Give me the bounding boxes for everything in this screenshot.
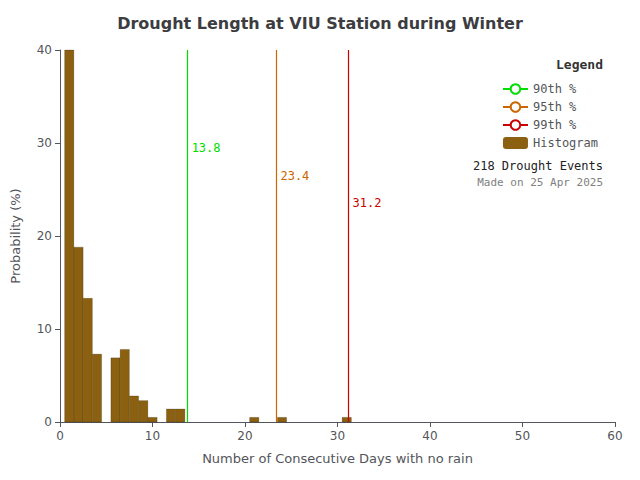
svg-text:Number of Consecutive Days wit: Number of Consecutive Days with no rain [202, 451, 473, 466]
svg-text:90th %: 90th % [533, 82, 577, 96]
svg-text:218 Drought Events: 218 Drought Events [473, 159, 603, 173]
svg-text:10: 10 [37, 322, 52, 336]
svg-text:23.4: 23.4 [280, 169, 309, 183]
svg-text:13.8: 13.8 [192, 141, 221, 155]
svg-text:95th %: 95th % [533, 100, 577, 114]
svg-text:31.2: 31.2 [353, 196, 382, 210]
svg-text:10: 10 [145, 429, 160, 443]
svg-text:40: 40 [422, 429, 437, 443]
svg-text:20: 20 [37, 229, 52, 243]
svg-text:0: 0 [56, 429, 64, 443]
svg-text:Legend: Legend [556, 57, 603, 72]
svg-text:60: 60 [607, 429, 622, 443]
svg-text:99th %: 99th % [533, 118, 577, 132]
svg-text:0: 0 [44, 415, 52, 429]
svg-text:30: 30 [37, 136, 52, 150]
svg-text:20: 20 [237, 429, 252, 443]
svg-text:Drought Length at VIU Station: Drought Length at VIU Station during Win… [117, 14, 523, 33]
svg-text:Histogram: Histogram [533, 136, 598, 150]
svg-text:40: 40 [37, 43, 52, 57]
svg-text:Probability (%): Probability (%) [8, 188, 23, 283]
svg-text:Made on 25 Apr 2025: Made on 25 Apr 2025 [477, 176, 603, 189]
svg-text:50: 50 [515, 429, 530, 443]
svg-text:30: 30 [330, 429, 345, 443]
